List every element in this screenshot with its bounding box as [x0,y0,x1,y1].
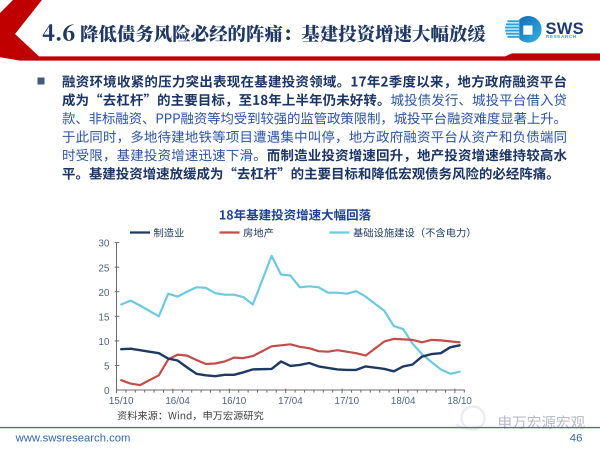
svg-text:5: 5 [104,362,110,373]
svg-text:0: 0 [104,386,110,397]
svg-text:10: 10 [98,337,110,348]
svg-text:25: 25 [98,263,110,274]
svg-text:20: 20 [98,288,110,299]
svg-text:46: 46 [570,433,583,445]
svg-text:RESEARCH: RESEARCH [546,34,577,39]
svg-text:18/10: 18/10 [447,396,472,407]
svg-text:30: 30 [98,239,110,250]
svg-text:15/10: 15/10 [109,396,134,407]
svg-text:16/10: 16/10 [222,396,247,407]
svg-text:16/04: 16/04 [165,396,190,407]
svg-text:17/10: 17/10 [335,396,360,407]
svg-text:www.swsresearch.com: www.swsresearch.com [15,433,131,445]
svg-text:15: 15 [98,312,110,323]
svg-text:SWS: SWS [546,20,584,38]
svg-text:18/04: 18/04 [391,396,416,407]
svg-text:17/04: 17/04 [278,396,303,407]
